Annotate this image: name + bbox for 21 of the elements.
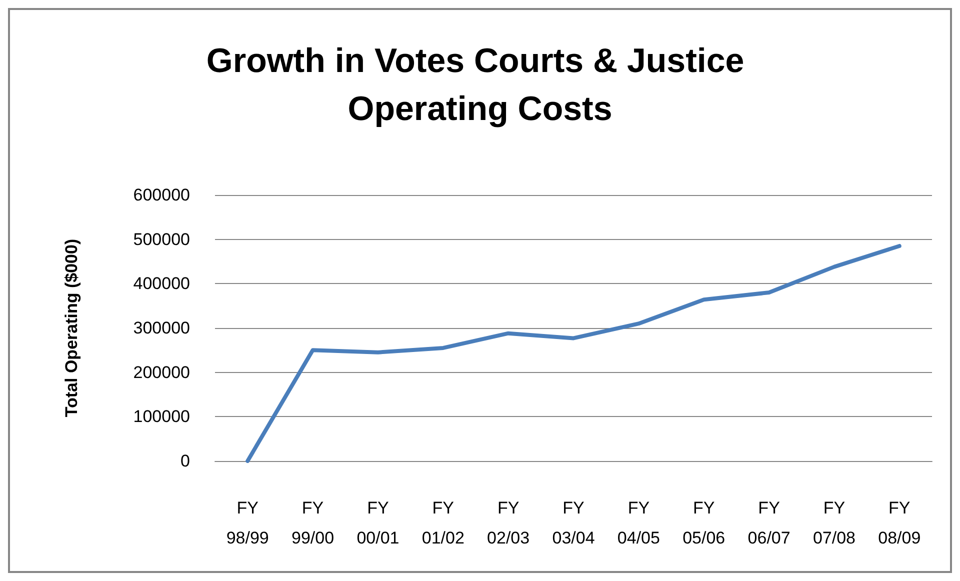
x-tick-label: FY 99/00 (292, 498, 334, 548)
chart-title: Growth in Votes Courts & Justice Operating Costs (206, 42, 754, 128)
x-tick-label: FY 08/09 (878, 498, 921, 548)
y-tick-label: 600000 (133, 186, 190, 204)
x-tick-label: FY 02/03 (487, 498, 530, 548)
x-tick-label: FY 05/06 (682, 498, 726, 548)
x-tick-label: FY 04/05 (617, 498, 660, 548)
x-tick-label: FY 06/07 (748, 498, 790, 548)
y-tick-label: 400000 (133, 274, 190, 294)
x-tick-label: FY 98/99 (226, 498, 269, 548)
x-tick-label: FY 03/04 (552, 498, 595, 548)
y-tick-label: 200000 (133, 362, 190, 382)
y-tick-label: 100000 (133, 407, 190, 426)
x-tick-label: FY 07/08 (812, 498, 856, 548)
y-tick-label: 500000 (133, 230, 190, 249)
line-series (246, 244, 902, 463)
y-tick-label: 0 (180, 452, 190, 470)
x-tick-label: FY 01/02 (422, 498, 464, 548)
x-tick-label: FY 00/01 (356, 498, 400, 548)
y-axis-title: Total Operating ($000) (62, 238, 81, 418)
y-tick-label: 300000 (133, 318, 190, 338)
